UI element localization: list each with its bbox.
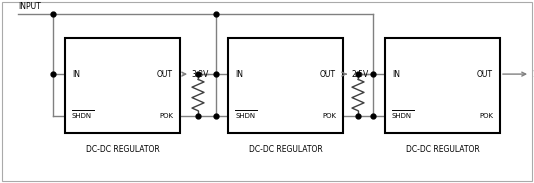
Text: SHDN: SHDN bbox=[392, 113, 412, 119]
Bar bbox=[228, 38, 343, 133]
Text: OUT: OUT bbox=[477, 70, 493, 79]
Text: IN: IN bbox=[392, 70, 400, 79]
Text: DC-DC REGULATOR: DC-DC REGULATOR bbox=[406, 145, 480, 154]
Text: OUT: OUT bbox=[320, 70, 336, 79]
Text: POK: POK bbox=[322, 113, 336, 119]
Bar bbox=[65, 38, 180, 133]
Text: INPUT: INPUT bbox=[18, 2, 41, 11]
Text: POK: POK bbox=[159, 113, 173, 119]
Text: SHDN: SHDN bbox=[235, 113, 255, 119]
Text: IN: IN bbox=[72, 70, 80, 79]
Text: IN: IN bbox=[235, 70, 243, 79]
Text: 2.5V: 2.5V bbox=[351, 70, 368, 79]
Text: 3.3V: 3.3V bbox=[191, 70, 208, 79]
Text: 1.8V: 1.8V bbox=[532, 70, 534, 79]
Bar bbox=[385, 38, 500, 133]
Text: POK: POK bbox=[479, 113, 493, 119]
Text: DC-DC REGULATOR: DC-DC REGULATOR bbox=[85, 145, 159, 154]
Text: DC-DC REGULATOR: DC-DC REGULATOR bbox=[249, 145, 323, 154]
Text: OUT: OUT bbox=[157, 70, 173, 79]
Text: SHDN: SHDN bbox=[72, 113, 92, 119]
